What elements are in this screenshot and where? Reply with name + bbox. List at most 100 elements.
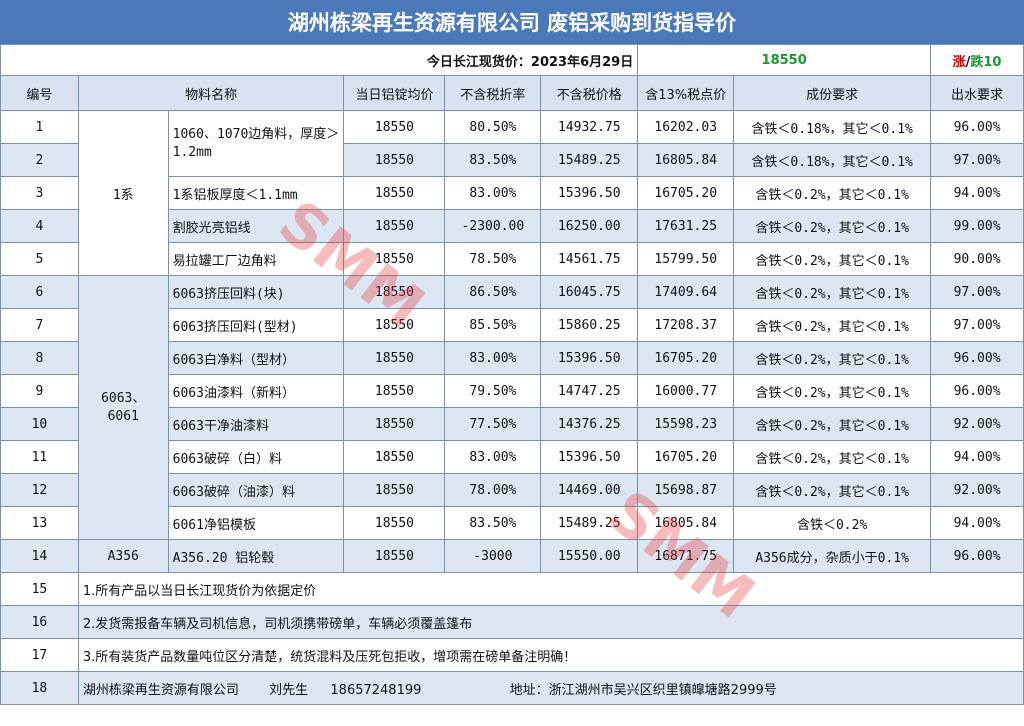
row-rate: 83.00% [444,176,542,210]
row-rate: 78.00% [444,473,542,507]
row-tax: 17631.25 [637,209,735,243]
row-comp: 含铁＜0.2%，其它＜0.1% [733,209,932,243]
row-water: 94.00% [930,176,1024,210]
row-tax: 16705.20 [637,440,735,474]
header-avg: 当日铝锭均价 [343,75,446,111]
header-row: 编号 物料名称 当日铝锭均价 不含税折率 不含税价格 含13%税点价 成份要求 … [0,75,1024,111]
row-comp: 含铁＜0.2%，其它＜0.1% [733,341,932,375]
header-water: 出水要求 [930,75,1024,111]
row-avg: 18550 [343,473,446,507]
row-rate: -2300.00 [444,209,542,243]
row-rate: 80.50% [444,110,542,144]
table-row: 8 6063白净料（型材） 18550 83.00% 15396.50 1670… [0,341,1024,375]
row-no: 4 [0,209,79,243]
row-notax: 15396.50 [540,440,639,474]
row-tax: 15799.50 [637,242,735,276]
row-tax: 16805.84 [637,506,735,540]
row-notax: 16045.75 [540,275,639,309]
row-water: 97.00% [930,275,1024,309]
note-text: 2.发货需报备车辆及司机信息，司机须携带磅单，车辆必须覆盖篷布 [77,605,1024,639]
group-1: 1系 [77,110,169,276]
row-name: 6063挤压回料(块) [167,275,345,309]
row-avg: 18550 [343,374,446,408]
row-notax: 15396.50 [540,341,639,375]
footer-info: 湖州栋梁再生资源有限公司 刘先生 18657248199 地址：浙江湖州市吴兴区… [77,671,1024,705]
row-rate: 85.50% [444,308,542,342]
row-avg: 18550 [343,506,446,540]
row-notax: 16250.00 [540,209,639,243]
row-tax: 16705.20 [637,176,735,210]
row-comp: 含铁＜0.18%，其它＜0.1% [733,143,932,177]
row-notax: 15489.25 [540,506,639,540]
note-no: 15 [0,572,79,606]
row-comp: 含铁＜0.18%，其它＜0.1% [733,110,932,144]
row-no: 8 [0,341,79,375]
row-name: 6063白净料（型材） [167,341,345,375]
row-name: 6063破碎（油漆）料 [167,473,345,507]
row-no: 10 [0,407,79,441]
row-name: A356.20 铝轮毂 [167,539,345,573]
row-avg: 18550 [343,539,446,573]
row-avg: 18550 [343,209,446,243]
row-name: 6063破碎（白）料 [167,440,345,474]
note-row: 15 1.所有产品以当日长江现货价为依据定价 [0,572,1024,606]
row-notax: 15396.50 [540,176,639,210]
table-row: 10 6063干净油漆料 18550 77.50% 14376.25 15598… [0,407,1024,441]
row-water: 97.00% [930,143,1024,177]
row-notax: 15489.25 [540,143,639,177]
row-comp: 含铁＜0.2%，其它＜0.1% [733,440,932,474]
row-rate: 83.00% [444,440,542,474]
row-comp: 含铁＜0.2%，其它＜0.1% [733,374,932,408]
up-label: 涨 [952,54,966,70]
row-name: 6063油漆料（新料） [167,374,345,408]
row-tax: 17208.37 [637,308,735,342]
footer-company: 湖州栋梁再生资源有限公司 [82,682,239,698]
row-tax: 16705.20 [637,341,735,375]
footer-address: 地址：浙江湖州市吴兴区织里镇皡塘路2999号 [509,682,777,698]
row-tax: 16202.03 [637,110,735,144]
table-row: 4 割胶光亮铝线 18550 -2300.00 16250.00 17631.2… [0,209,1024,243]
table-row: 12 6063破碎（油漆）料 18550 78.00% 14469.00 156… [0,473,1024,507]
row-no: 12 [0,473,79,507]
row-notax: 14932.75 [540,110,639,144]
table-row: 6 6063、 6061 6063挤压回料(块) 18550 86.50% 16… [0,275,1024,540]
footer-contact: 刘先生 [269,682,309,698]
row-avg: 18550 [343,242,446,276]
row-no: 1 [0,110,79,144]
row-rate: -3000 [444,539,542,573]
table-row: 9 6063油漆料（新料） 18550 79.50% 14747.25 1600… [0,374,1024,408]
row-water: 90.00% [930,242,1024,276]
table-row: 14 A356 A356.20 铝轮毂 18550 -3000 15550.00… [0,539,1024,573]
header-notax: 不含税价格 [540,75,639,111]
note-no: 16 [0,605,79,639]
row-avg: 18550 [343,275,446,309]
row-comp: 含铁＜0.2%，其它＜0.1% [733,242,932,276]
row-comp: 含铁＜0.2% [733,506,932,540]
row-water: 96.00% [930,539,1024,573]
row-notax: 14561.75 [540,242,639,276]
row-rate: 83.50% [444,506,542,540]
group-3: A356 [77,539,169,573]
row-notax: 15860.25 [540,308,639,342]
row-avg: 18550 [343,308,446,342]
row-comp: 含铁＜0.2%，其它＜0.1% [733,407,932,441]
page-title: 湖州栋梁再生资源有限公司 废铝采购到货指导价 [0,0,1024,44]
row-no: 13 [0,506,79,540]
header-no: 编号 [0,75,79,111]
row-avg: 18550 [343,110,446,144]
price-change: 涨/跌10 [930,44,1024,76]
group-2: 6063、 6061 [77,275,169,540]
row-water: 96.00% [930,110,1024,144]
row-tax: 15598.23 [637,407,735,441]
header-rate: 不含税折率 [444,75,542,111]
row-water: 92.00% [930,473,1024,507]
row-tax: 15698.87 [637,473,735,507]
row-no: 2 [0,143,79,177]
row-rate: 83.50% [444,143,542,177]
note-row: 16 2.发货需报备车辆及司机信息，司机须携带磅单，车辆必须覆盖篷布 [0,605,1024,639]
row-avg: 18550 [343,176,446,210]
row-no: 6 [0,275,79,309]
price-bar-row: 今日长江现货价：2023年6月29日 18550 涨/跌10 [0,44,1024,76]
row-comp: 含铁＜0.2%，其它＜0.1% [733,308,932,342]
row-tax: 16000.77 [637,374,735,408]
